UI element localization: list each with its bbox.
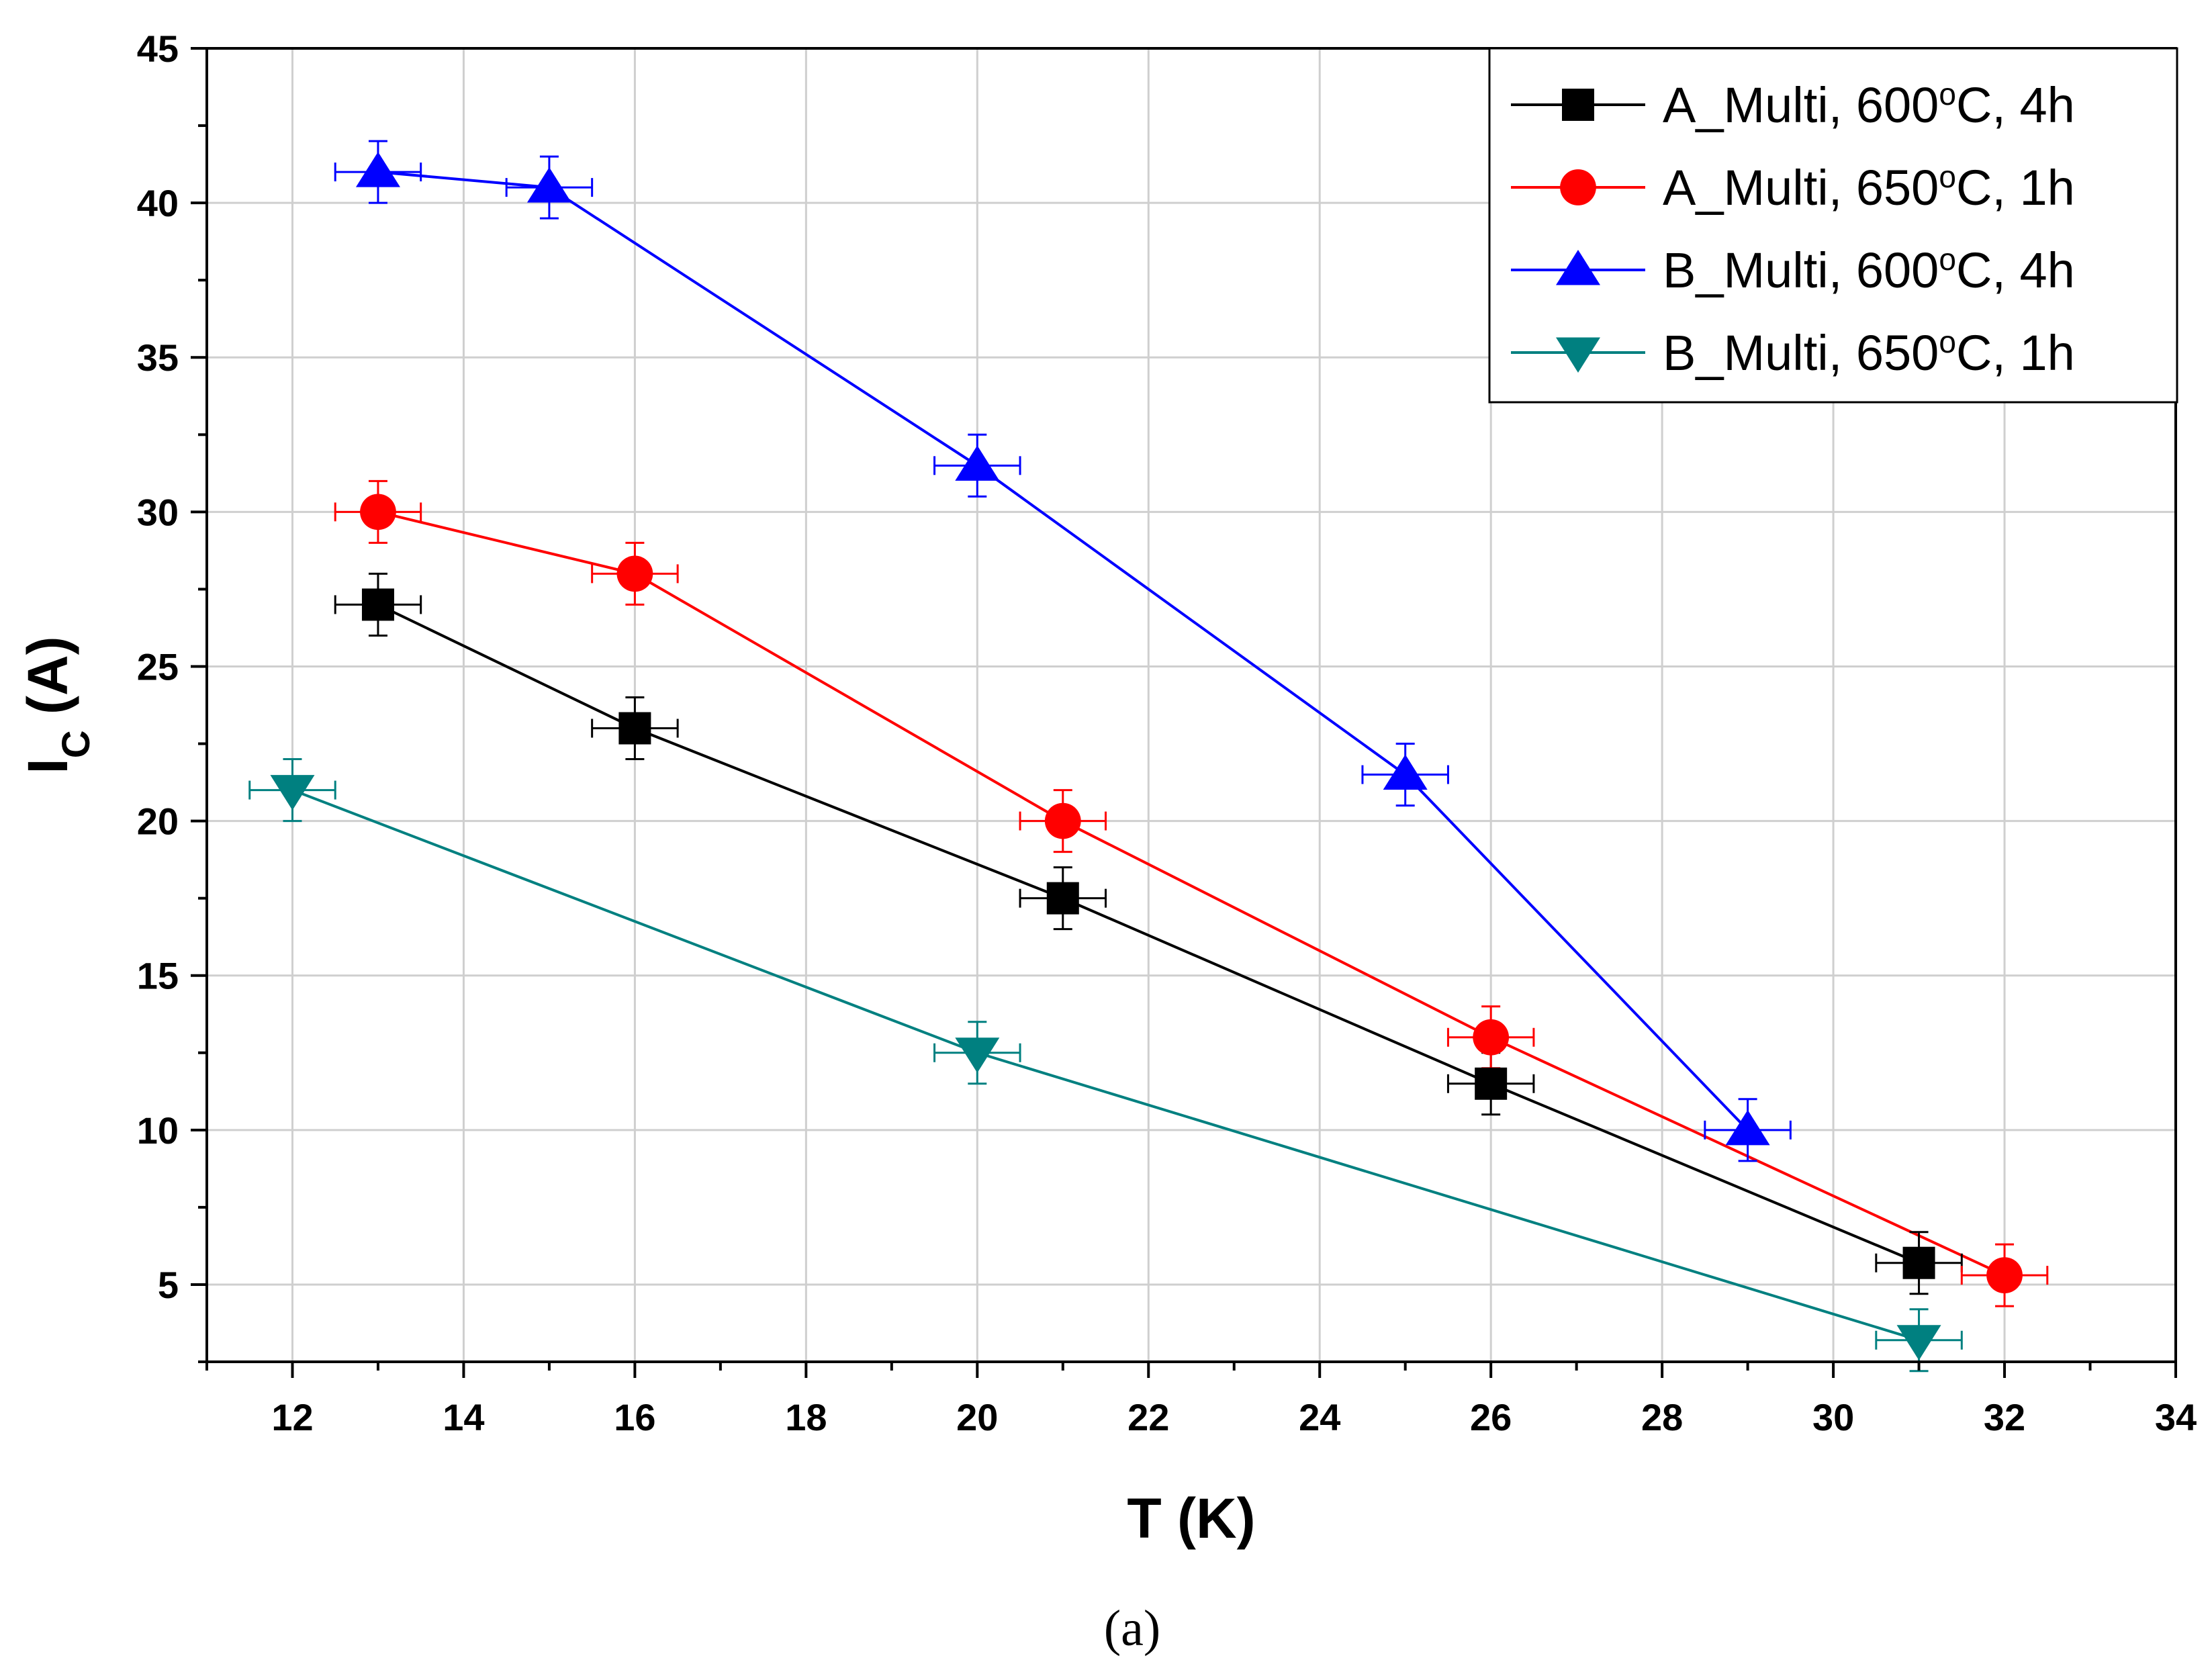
y-tick-label: 5: [158, 1264, 179, 1306]
legend-items: A_Multi, 600oC, 4hA_Multi, 650oC, 1hB_Mu…: [1511, 77, 2075, 381]
legend-label-suffix: C, 1h: [1956, 160, 2075, 216]
data-point: [1044, 802, 1081, 839]
x-tick-label: 28: [1641, 1396, 1683, 1438]
y-tick-label: 30: [137, 491, 179, 533]
legend-label: A_Multi, 650oC, 1h: [1663, 159, 2075, 216]
x-tick-label: 26: [1470, 1396, 1512, 1438]
legend-label: A_Multi, 600oC, 4h: [1663, 77, 2075, 133]
legend-label-sup: o: [1939, 242, 1956, 277]
data-point: [355, 152, 400, 187]
y-axis: 5 10 15 20 25 30 35 40 45: [137, 28, 207, 1363]
legend-label-sup: o: [1939, 77, 1956, 111]
error-bar: [1019, 789, 1107, 853]
figure-caption: (a): [1104, 1600, 1160, 1657]
y-tick-label: 10: [137, 1109, 179, 1152]
x-tick-label: 16: [614, 1396, 655, 1438]
data-point: [1896, 1325, 1941, 1360]
x-tick-label: 18: [785, 1396, 827, 1438]
x-axis-title: T (K): [1127, 1487, 1255, 1550]
x-tick-label: 20: [956, 1396, 998, 1438]
legend-marker: [1560, 169, 1596, 205]
y-axis-title-rest: (A): [16, 636, 79, 730]
legend-label-suffix: C, 1h: [1956, 325, 2075, 381]
legend: A_Multi, 600oC, 4hA_Multi, 650oC, 1hB_Mu…: [1488, 47, 2178, 404]
data-point: [1046, 882, 1079, 915]
legend-label-suffix: C, 4h: [1956, 242, 2075, 298]
series-line-2: [377, 510, 2005, 1277]
data-point: [1475, 1067, 1508, 1100]
data-point: [1473, 1019, 1510, 1056]
data-point: [618, 712, 651, 745]
y-tick-label: 15: [137, 955, 179, 997]
legend-item-1: A_Multi, 600oC, 4h: [1511, 77, 2075, 133]
data-point: [1986, 1257, 2023, 1294]
data-point: [360, 494, 396, 530]
y-tick-label: 40: [137, 182, 179, 224]
data-point: [616, 555, 653, 592]
series-line-4: [291, 788, 1920, 1342]
legend-label-sup: o: [1939, 159, 1956, 194]
legend-box: [1488, 47, 2178, 404]
x-tick-label: 34: [2155, 1396, 2197, 1438]
markers: [270, 152, 2023, 1360]
data-point: [270, 775, 315, 811]
y-axis-title-main: I: [16, 758, 79, 774]
legend-item-2: A_Multi, 650oC, 1h: [1511, 159, 2075, 216]
legend-marker: [1562, 89, 1594, 121]
legend-label-name: B_Multi, 600: [1663, 242, 1939, 298]
x-tick-label: 30: [1812, 1396, 1854, 1438]
legend-label-name: A_Multi, 650: [1663, 160, 1939, 216]
x-axis: 12 14 16 18 20 22 24 26 28 30 32 34: [205, 1362, 2197, 1438]
data-point: [1383, 754, 1428, 790]
legend-label-suffix: C, 4h: [1956, 77, 2075, 133]
data-point: [955, 1037, 1000, 1073]
legend-label: B_Multi, 600oC, 4h: [1663, 242, 2075, 298]
x-tick-label: 22: [1127, 1396, 1169, 1438]
y-tick-label: 25: [137, 645, 179, 688]
error-bars: [248, 140, 2049, 1373]
data-point: [1902, 1246, 1935, 1279]
x-tick-label: 12: [271, 1396, 313, 1438]
legend-item-4: B_Multi, 650oC, 1h: [1511, 324, 2075, 381]
y-axis-title-sub: C: [54, 730, 98, 758]
x-tick-label: 14: [443, 1396, 484, 1438]
plot-frame: [205, 47, 2177, 1363]
legend-item-3: B_Multi, 600oC, 4h: [1511, 242, 2075, 298]
x-tick-label: 32: [1984, 1396, 2025, 1438]
legend-marker: [1556, 337, 1600, 373]
legend-label: B_Multi, 650oC, 1h: [1663, 324, 2075, 381]
legend-marker: [1556, 250, 1600, 285]
y-tick-label: 20: [137, 800, 179, 843]
data-point: [955, 445, 1000, 481]
x-tick-label: 24: [1299, 1396, 1340, 1438]
y-tick-label: 35: [137, 336, 179, 379]
legend-label-sup: o: [1939, 324, 1956, 359]
data-point: [526, 167, 571, 203]
data-point: [361, 588, 394, 621]
legend-label-name: A_Multi, 600: [1663, 77, 1939, 133]
y-tick-label: 45: [137, 28, 179, 70]
y-axis-title: IC (A): [16, 636, 98, 774]
legend-label-name: B_Multi, 650: [1663, 325, 1939, 381]
data-point: [1725, 1109, 1770, 1146]
